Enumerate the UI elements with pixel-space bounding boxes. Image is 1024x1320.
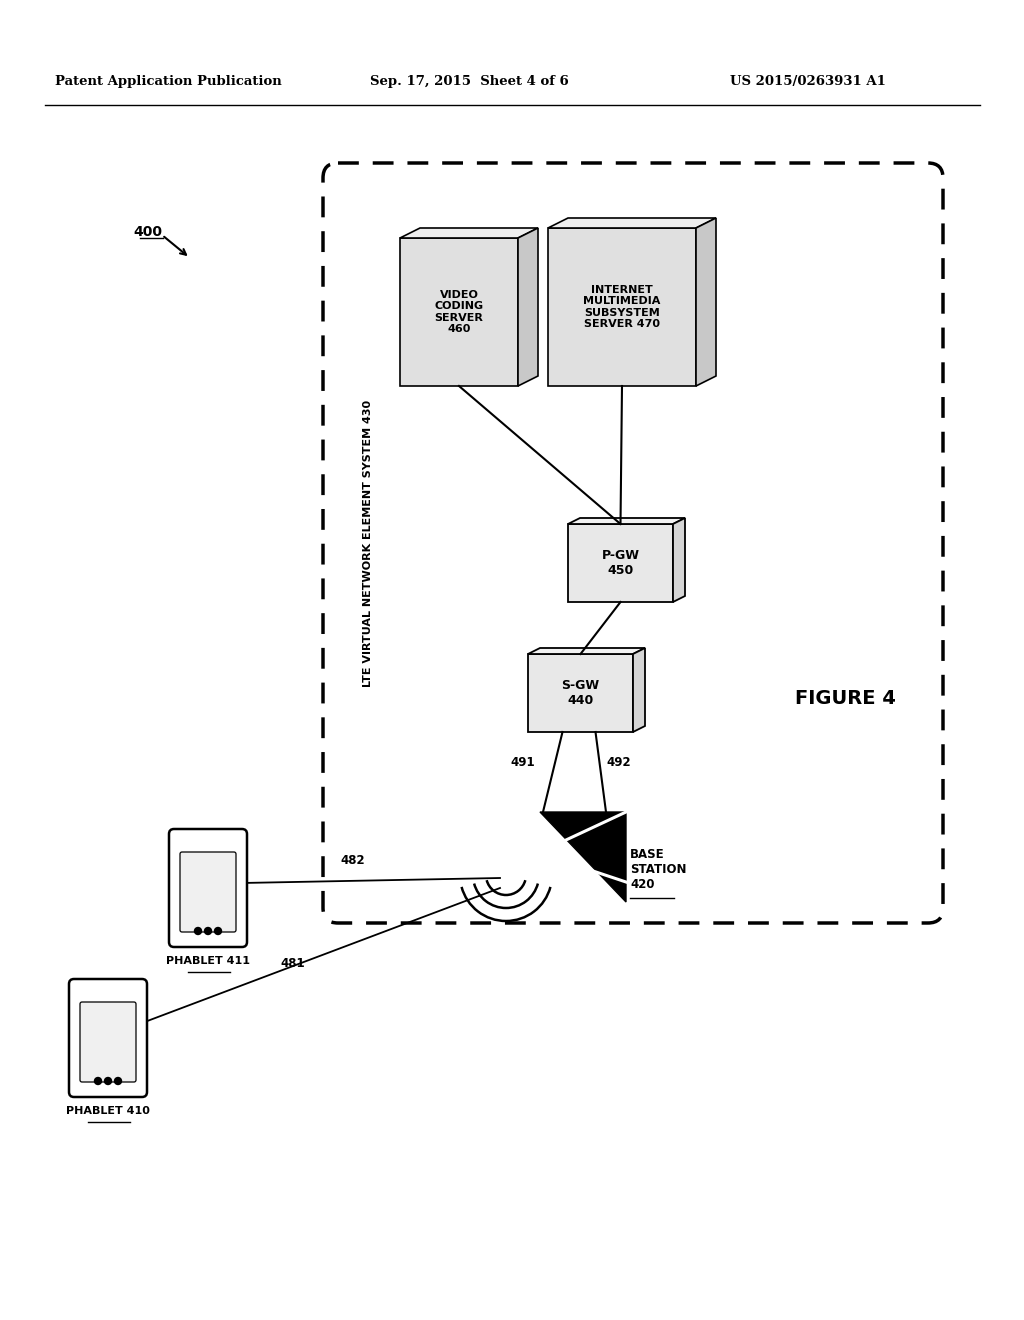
- Text: PHABLET 411: PHABLET 411: [166, 956, 250, 966]
- Text: P-GW
450: P-GW 450: [601, 549, 640, 577]
- Text: INTERNET
MULTIMEDIA
SUBSYSTEM
SERVER 470: INTERNET MULTIMEDIA SUBSYSTEM SERVER 470: [584, 285, 660, 330]
- Circle shape: [104, 1077, 112, 1085]
- Circle shape: [205, 928, 212, 935]
- Text: FIGURE 4: FIGURE 4: [795, 689, 895, 708]
- Polygon shape: [528, 653, 633, 733]
- Polygon shape: [548, 218, 716, 228]
- Text: LTE VIRTUAL NETWORK ELEMENT SYSTEM 430: LTE VIRTUAL NETWORK ELEMENT SYSTEM 430: [362, 400, 373, 686]
- Circle shape: [195, 928, 202, 935]
- FancyBboxPatch shape: [80, 1002, 136, 1082]
- Polygon shape: [528, 648, 645, 653]
- Text: Sep. 17, 2015  Sheet 4 of 6: Sep. 17, 2015 Sheet 4 of 6: [370, 75, 568, 88]
- Circle shape: [94, 1077, 101, 1085]
- FancyBboxPatch shape: [69, 979, 147, 1097]
- Polygon shape: [548, 228, 696, 385]
- Text: US 2015/0263931 A1: US 2015/0263931 A1: [730, 75, 886, 88]
- Polygon shape: [673, 517, 685, 602]
- Text: Patent Application Publication: Patent Application Publication: [55, 75, 282, 88]
- Polygon shape: [568, 524, 673, 602]
- Circle shape: [214, 928, 221, 935]
- Polygon shape: [400, 238, 518, 385]
- Circle shape: [115, 1077, 122, 1085]
- Text: 481: 481: [281, 957, 305, 970]
- FancyBboxPatch shape: [169, 829, 247, 946]
- Text: PHABLET 410: PHABLET 410: [67, 1106, 150, 1115]
- Text: BASE
STATION
420: BASE STATION 420: [630, 847, 686, 891]
- FancyBboxPatch shape: [180, 851, 236, 932]
- Text: 400: 400: [133, 224, 163, 239]
- Polygon shape: [400, 228, 538, 238]
- Text: VIDEO
CODING
SERVER
460: VIDEO CODING SERVER 460: [434, 289, 483, 334]
- Polygon shape: [540, 812, 626, 902]
- Polygon shape: [633, 648, 645, 733]
- Polygon shape: [568, 517, 685, 524]
- Text: 482: 482: [341, 854, 366, 867]
- Polygon shape: [696, 218, 716, 385]
- Text: 492: 492: [606, 755, 631, 768]
- Text: 491: 491: [510, 755, 535, 768]
- Text: S-GW
440: S-GW 440: [561, 678, 600, 708]
- Polygon shape: [518, 228, 538, 385]
